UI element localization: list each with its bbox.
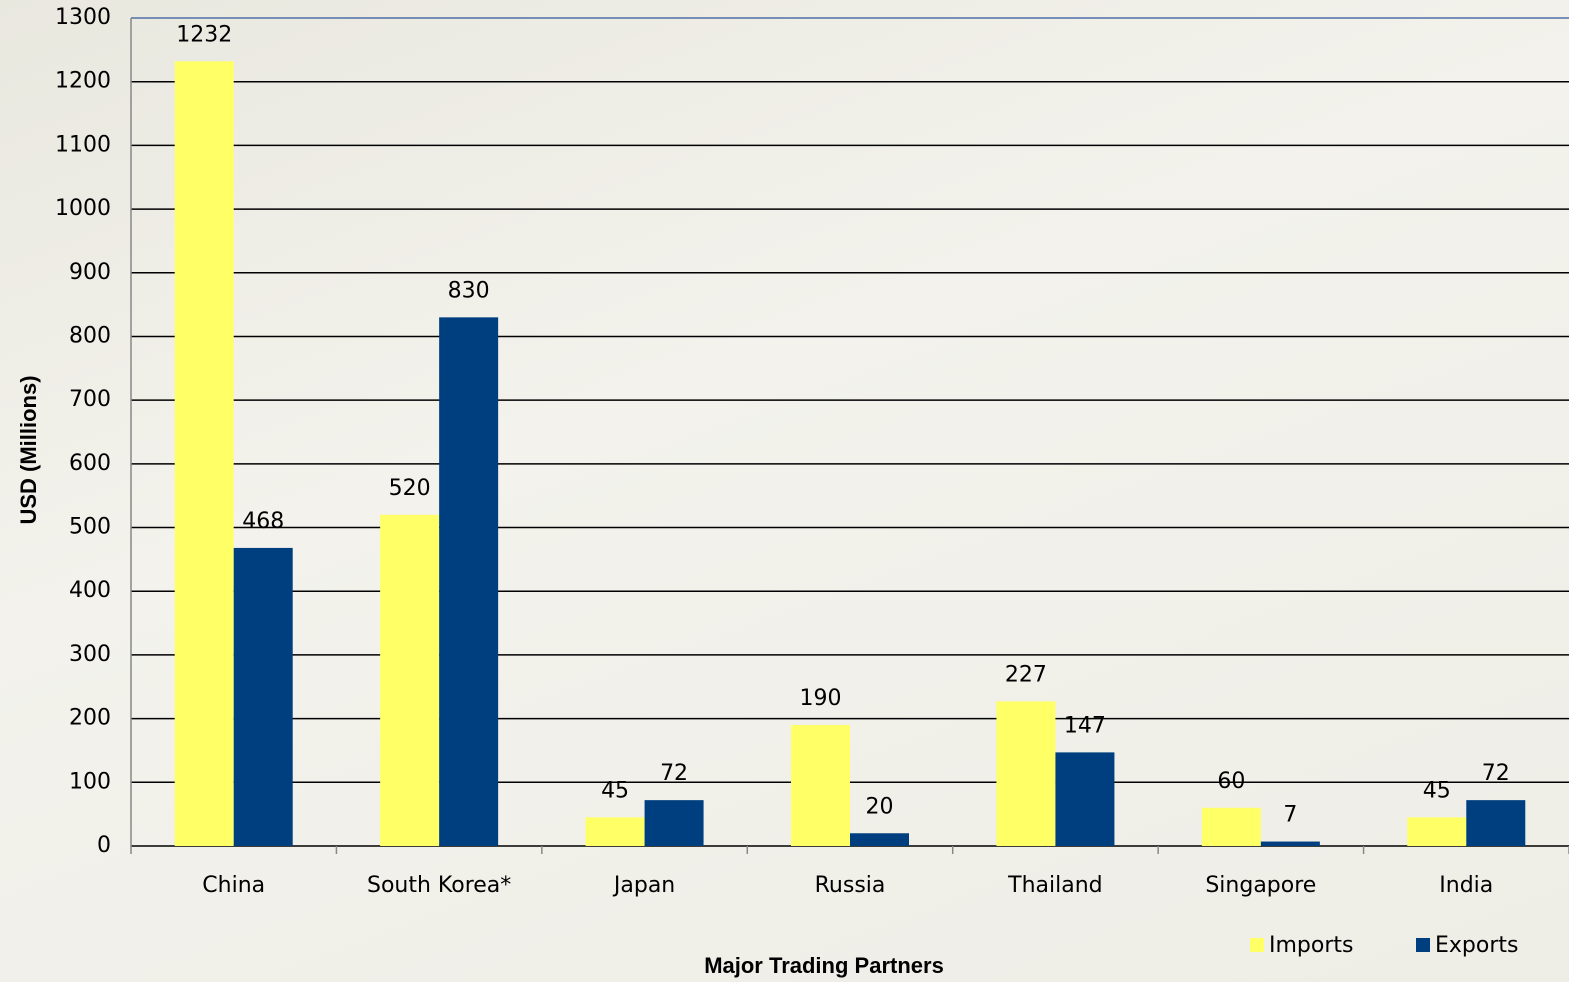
bar [1466, 800, 1526, 846]
y-tick-label: 400 [69, 578, 111, 603]
value-label: 7 [1283, 803, 1297, 828]
value-label: 20 [866, 794, 894, 819]
bar [850, 833, 909, 846]
value-label: 45 [1423, 778, 1451, 803]
bar [1407, 817, 1467, 846]
y-tick-label: 1100 [55, 132, 111, 157]
y-tick-label: 500 [69, 515, 111, 540]
legend-label: Imports [1269, 933, 1353, 958]
y-tick-label: 0 [97, 833, 111, 858]
y-tick-label: 100 [69, 769, 111, 794]
x-axis-title: Major Trading Partners [704, 953, 944, 978]
value-label: 190 [800, 686, 842, 711]
legend-label: Exports [1435, 933, 1518, 958]
x-tick-label: China [202, 873, 265, 898]
bar [1055, 752, 1115, 846]
bar [1201, 807, 1261, 846]
value-label: 72 [660, 761, 688, 786]
x-tick-label: Japan [612, 873, 675, 898]
value-label: 520 [389, 476, 431, 501]
y-tick-label: 200 [69, 706, 111, 731]
y-tick-label: 1000 [55, 196, 111, 221]
value-label: 72 [1482, 761, 1510, 786]
legend-swatch [1416, 938, 1430, 952]
bar [585, 817, 645, 846]
y-tick-label: 600 [69, 451, 111, 476]
y-tick-label: 300 [69, 642, 111, 667]
y-tick-label: 900 [69, 260, 111, 285]
bar [791, 724, 850, 846]
x-tick-label: Singapore [1205, 873, 1316, 898]
value-label: 227 [1005, 662, 1047, 687]
x-tick-label: South Korea* [367, 873, 511, 898]
y-tick-label: 800 [69, 323, 111, 348]
x-tick-label: Thailand [1007, 873, 1102, 898]
value-label: 60 [1217, 769, 1245, 794]
value-label: 45 [601, 778, 629, 803]
bar [174, 61, 234, 846]
bar [644, 800, 704, 846]
bar [380, 514, 440, 846]
y-tick-label: 1200 [55, 69, 111, 94]
y-tick-label: 1300 [55, 5, 111, 30]
y-tick-label: 700 [69, 387, 111, 412]
value-label: 1232 [176, 22, 232, 47]
bar [233, 547, 293, 846]
value-label: 830 [448, 278, 490, 303]
bar [439, 317, 499, 846]
y-axis-title: USD (Millions) [16, 375, 41, 524]
x-tick-label: India [1439, 873, 1493, 898]
legend-swatch [1250, 938, 1264, 952]
value-label: 147 [1064, 713, 1106, 738]
bar [1260, 841, 1320, 846]
bar [996, 701, 1056, 846]
value-label: 468 [242, 509, 284, 534]
x-tick-label: Russia [815, 873, 886, 898]
